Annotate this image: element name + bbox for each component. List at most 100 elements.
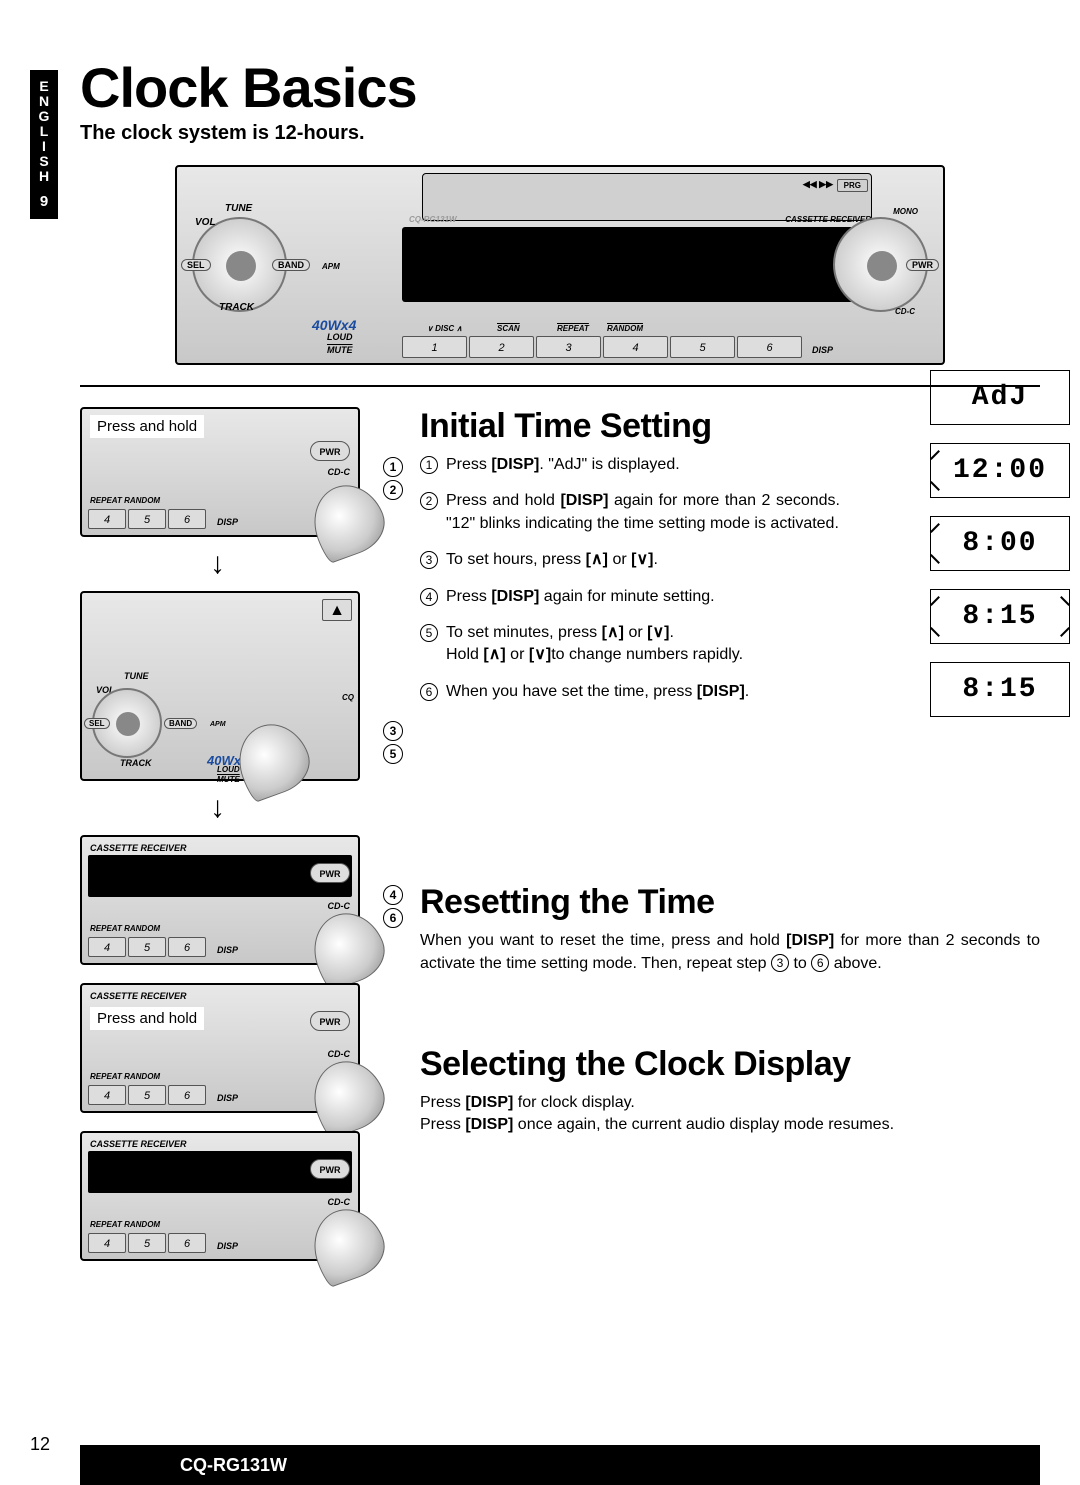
left-column: Press and hold PWR CD-C REPEAT RANDOM 4 … [80, 407, 400, 1261]
repeat-btm-label: REPEAT [557, 324, 589, 333]
rewind-ff-icon: ◀◀ ▶▶ [803, 179, 833, 190]
random-btm-label: RANDOM [607, 324, 643, 333]
widget-disp-1: Press and hold PWR CD-C REPEAT RANDOM 4 … [80, 407, 360, 537]
pwr-pill-3: PWR [310, 863, 350, 883]
step-num: 5 [420, 624, 438, 642]
model-label: CQ-RG131W [409, 215, 457, 224]
arrow-down-icon: ↓ [210, 791, 225, 825]
repeat-random-1: REPEAT RANDOM [90, 496, 160, 505]
step-num: 1 [420, 456, 438, 474]
pbtn: 5 [128, 1233, 166, 1253]
reset-body: When you want to reset the time, press a… [420, 930, 1040, 975]
model-footer: CQ-RG131W [80, 1445, 1040, 1485]
band-label: BAND [272, 259, 310, 271]
disp-sm-4: DISP [217, 1093, 238, 1103]
preset-4: 4 [603, 336, 668, 358]
cq-sm: CQ [342, 693, 354, 702]
cassette-sm-3: CASSETTE RECEIVER [90, 843, 187, 853]
press-hold-caption-2: Press and hold [90, 1007, 204, 1030]
side-page-number: 9 [30, 193, 58, 211]
widget-disp-4: CASSETTE RECEIVER PWR CD-C REPEAT RANDOM… [80, 1131, 360, 1261]
page-title: Clock Basics [80, 55, 1040, 120]
pbtn: 4 [88, 509, 126, 529]
prg-label: PRG [837, 179, 868, 192]
preset-6: 6 [737, 336, 802, 358]
lcd-main [402, 227, 872, 302]
two-column-grid: Press and hold PWR CD-C REPEAT RANDOM 4 … [80, 407, 1040, 1261]
disp-sm-5: DISP [217, 1241, 238, 1251]
select-section: Selecting the Clock Display Press [DISP]… [420, 1045, 1040, 1137]
language-tab: ENGLISH 9 [30, 70, 58, 219]
section-title-reset: Resetting the Time [420, 883, 1040, 922]
disc-btm-label: ∨ DISC ∧ [427, 324, 462, 333]
step-num: 2 [420, 492, 438, 510]
pbtn: 6 [168, 509, 206, 529]
callout-num: 4 [383, 885, 403, 905]
arrow-down-icon: ↓ [210, 547, 225, 581]
widget-disp-2: CASSETTE RECEIVER PWR CD-C REPEAT RANDOM… [80, 835, 360, 965]
step-text: When you have set the time, press [DISP]… [446, 681, 840, 703]
track-label: TRACK [219, 302, 254, 313]
reset-section: Resetting the Time When you want to rese… [420, 883, 1040, 975]
cdc-sm-4: CD-C [328, 1049, 351, 1059]
pbtn: 4 [88, 937, 126, 957]
repeat-random-5: REPEAT RANDOM [90, 1220, 160, 1229]
disp-btm-label: DISP [812, 345, 833, 355]
callout-num: 2 [383, 480, 403, 500]
preset-3: 3 [536, 336, 601, 358]
presets-sm-1: 4 5 6 [88, 509, 206, 529]
page-number: 12 [30, 1434, 50, 1455]
step-num: 3 [420, 551, 438, 569]
disp-sm-1: DISP [217, 517, 238, 527]
disp-sm-3: DISP [217, 945, 238, 955]
apm-sm: APM [210, 721, 226, 728]
pbtn: 5 [128, 937, 166, 957]
preset-2: 2 [469, 336, 534, 358]
repeat-random-3: REPEAT RANDOM [90, 924, 160, 933]
cdc-sm-3: CD-C [328, 901, 351, 911]
step-text: Press and hold [DISP] again for more tha… [446, 490, 840, 535]
presets-sm-3: 4 5 6 [88, 937, 206, 957]
mute-label: MUTE [327, 345, 353, 355]
apm-label: APM [322, 262, 340, 271]
lcd-display: AdJ [930, 370, 1070, 425]
power-label: 40Wx4 [312, 317, 356, 333]
lcd-stack: AdJ 12:00 8:00 8:15 8:15 [930, 370, 1070, 717]
callout-num: 5 [383, 744, 403, 764]
hand-icon-5 [303, 1199, 393, 1289]
callout-num: 6 [383, 908, 403, 928]
step-num: 6 [420, 683, 438, 701]
step-text: Press [DISP] again for minute setting. [446, 586, 840, 608]
tune-label: TUNE [225, 203, 252, 214]
pbtn: 4 [88, 1233, 126, 1253]
step-text: To set minutes, press [∧] or [∨].Hold [∧… [446, 622, 840, 667]
loud-sm: LOUD [217, 765, 240, 774]
tune-sm: TUNE [124, 671, 149, 681]
callout-num: 3 [383, 721, 403, 741]
stereo-illustration: Panasonic PRG ◀◀ ▶▶ CQ-RG131W CASSETTE R… [175, 165, 945, 365]
pbtn: 6 [168, 937, 206, 957]
hand-icon-2 [228, 714, 318, 804]
cdc-sm-5: CD-C [328, 1197, 351, 1207]
presets-sm-5: 4 5 6 [88, 1233, 206, 1253]
pbtn: 4 [88, 1085, 126, 1105]
cassette-sm-4: CASSETTE RECEIVER [90, 991, 187, 1001]
pwr-pill-5: PWR [310, 1159, 350, 1179]
pbtn: 6 [168, 1233, 206, 1253]
lcd-display: 12:00 [930, 443, 1070, 498]
cassette-sm-5: CASSETTE RECEIVER [90, 1139, 187, 1149]
preset-row: 1 2 3 4 5 6 [402, 336, 802, 358]
sel-label: SEL [181, 259, 211, 271]
widget-disp-3: CASSETTE RECEIVER Press and hold PWR CD-… [80, 983, 360, 1113]
subtitle: The clock system is 12-hours. [80, 122, 1040, 145]
callout-2: 3 5 [383, 721, 403, 764]
sel-sm: SEL [84, 718, 110, 729]
scan-btm-label: SCAN [497, 324, 520, 333]
hand-icon-3 [303, 903, 393, 993]
callout-num: 1 [383, 457, 403, 477]
lcd-display: 8:15 [930, 589, 1070, 644]
loud-label: LOUD [327, 332, 353, 342]
lcd-display: 8:15 [930, 662, 1070, 717]
eject-icon: ▲ [322, 599, 352, 621]
hand-icon-1 [303, 475, 393, 565]
